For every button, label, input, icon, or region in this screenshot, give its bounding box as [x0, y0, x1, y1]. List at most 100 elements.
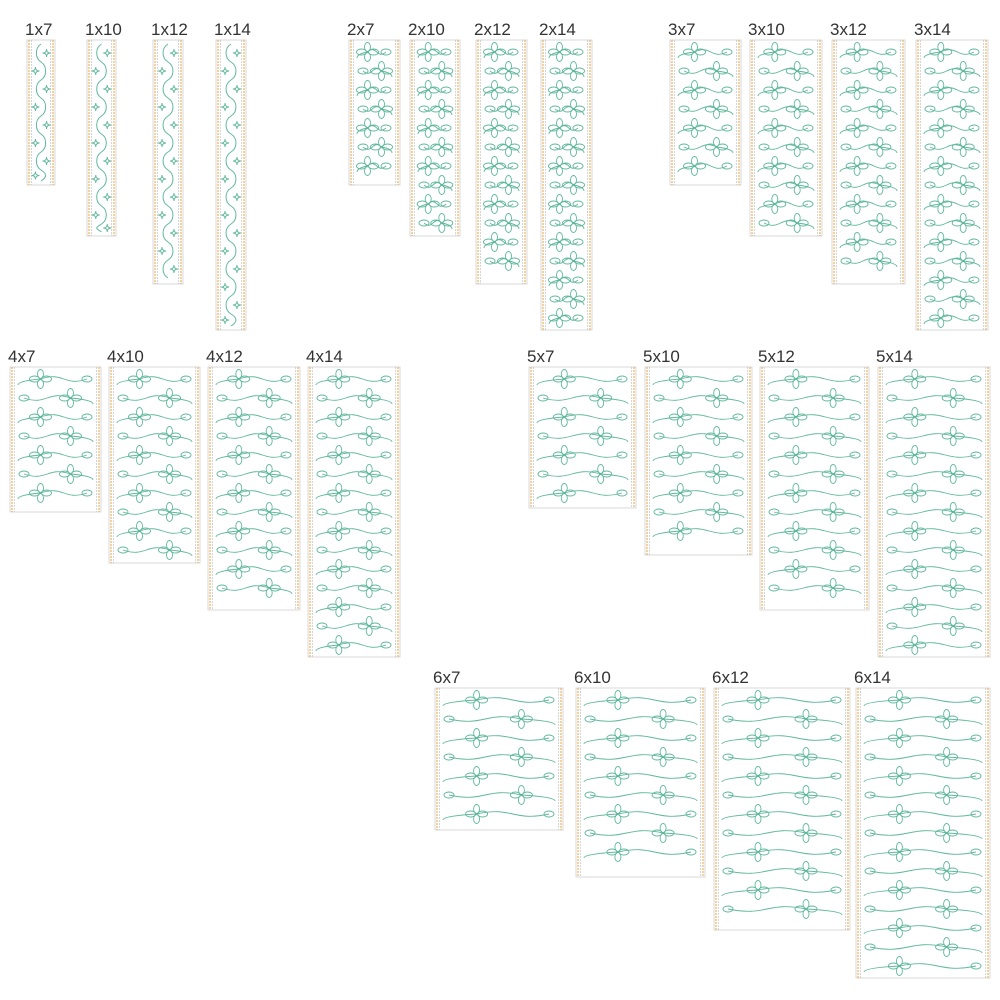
flower-petal: [771, 204, 779, 214]
stitch-line: [879, 70, 898, 78]
stitch-line: [757, 165, 775, 173]
flower-petal: [357, 622, 369, 630]
loop: [968, 238, 980, 246]
flower-petal: [833, 432, 845, 440]
stitch-line: [40, 452, 88, 458]
flower-petal: [614, 814, 622, 824]
loop: [886, 622, 898, 630]
design-panel: 1x10: [85, 20, 122, 237]
stitch-line: [879, 146, 898, 154]
flower-petal: [269, 546, 281, 554]
flower-petal: [829, 550, 837, 560]
flower-petal: [473, 804, 481, 814]
stitch-line: [805, 870, 843, 878]
flower-petal: [949, 616, 957, 626]
flower-petal: [754, 738, 762, 748]
loop: [549, 143, 561, 151]
stitch-line: [122, 509, 170, 515]
stitch-line: [863, 775, 900, 783]
loop: [886, 546, 898, 554]
flower-petal: [365, 550, 373, 560]
loop: [280, 489, 292, 497]
star-motif: [169, 156, 178, 166]
loop: [768, 432, 780, 440]
loop: [280, 565, 292, 573]
flower-petal: [937, 318, 945, 328]
stitch-line: [929, 68, 964, 74]
flower-petal: [785, 219, 797, 227]
star-motif: [31, 66, 40, 76]
flower-petal: [67, 464, 74, 474]
flower-petal: [497, 219, 508, 227]
star-motif: [221, 210, 230, 220]
loop: [418, 105, 430, 113]
flower-petal: [570, 99, 577, 109]
stitch-line: [885, 530, 915, 538]
flower-petal: [556, 308, 563, 318]
flower-petal: [937, 42, 945, 52]
flower-petal: [378, 71, 385, 81]
stitch-line: [797, 108, 815, 116]
stitch-line: [716, 108, 734, 116]
stitch-line: [542, 433, 601, 439]
loop: [886, 508, 898, 516]
flower-petal: [793, 185, 801, 195]
flower-petal: [59, 470, 70, 478]
flower-petal: [947, 791, 959, 799]
flower-petal: [676, 379, 684, 389]
flower-petal: [695, 86, 706, 94]
stitch-line: [963, 260, 981, 268]
flower-petal: [953, 394, 965, 402]
loop: [970, 375, 982, 383]
loop: [721, 162, 733, 170]
loop: [572, 276, 584, 284]
stitch-line: [694, 163, 728, 169]
stitch-line: [797, 222, 815, 230]
size-label: 2x14: [539, 20, 576, 39]
loop: [924, 181, 936, 189]
stitch-line: [564, 414, 623, 420]
loop: [830, 886, 842, 894]
flower-petal: [911, 521, 919, 531]
wave-motif: [162, 43, 174, 279]
flower-petal: [67, 436, 74, 446]
flower-petal: [257, 470, 269, 478]
flower-petal: [676, 407, 684, 417]
stitch-line: [139, 414, 187, 420]
stitch-line: [542, 395, 601, 401]
loop: [970, 603, 982, 611]
stitch-line: [694, 87, 728, 93]
flower-petal: [806, 791, 818, 799]
stitch-line: [891, 547, 954, 553]
loop: [543, 772, 555, 780]
flower-petal: [651, 715, 663, 723]
flower-petal: [589, 470, 601, 478]
loop: [549, 295, 561, 303]
flower-petal: [136, 407, 143, 417]
flower-petal: [802, 823, 810, 833]
stitch-line: [677, 89, 695, 97]
flower-petal: [895, 928, 903, 938]
panel-frame: [855, 687, 991, 979]
flower-petal: [754, 728, 762, 738]
flower-petal: [166, 540, 173, 550]
flower-petal: [929, 314, 941, 322]
flower-petal: [465, 696, 477, 704]
flower-petal: [963, 219, 975, 227]
flower-petal: [941, 546, 953, 554]
flower-petal: [483, 200, 494, 208]
flower-petal: [509, 715, 521, 723]
flower-petal: [560, 445, 568, 455]
loop: [924, 143, 936, 151]
stitch-line: [891, 585, 954, 591]
loop: [484, 143, 496, 151]
flower-petal: [746, 734, 758, 742]
size-label: 1x12: [151, 20, 188, 39]
loop: [840, 67, 852, 75]
flower-petal: [911, 483, 919, 493]
flower-petal: [416, 200, 428, 208]
flower-petal: [806, 829, 818, 837]
flower-petal: [754, 814, 762, 824]
star-motif: [158, 102, 167, 112]
flower-petal: [166, 426, 173, 436]
